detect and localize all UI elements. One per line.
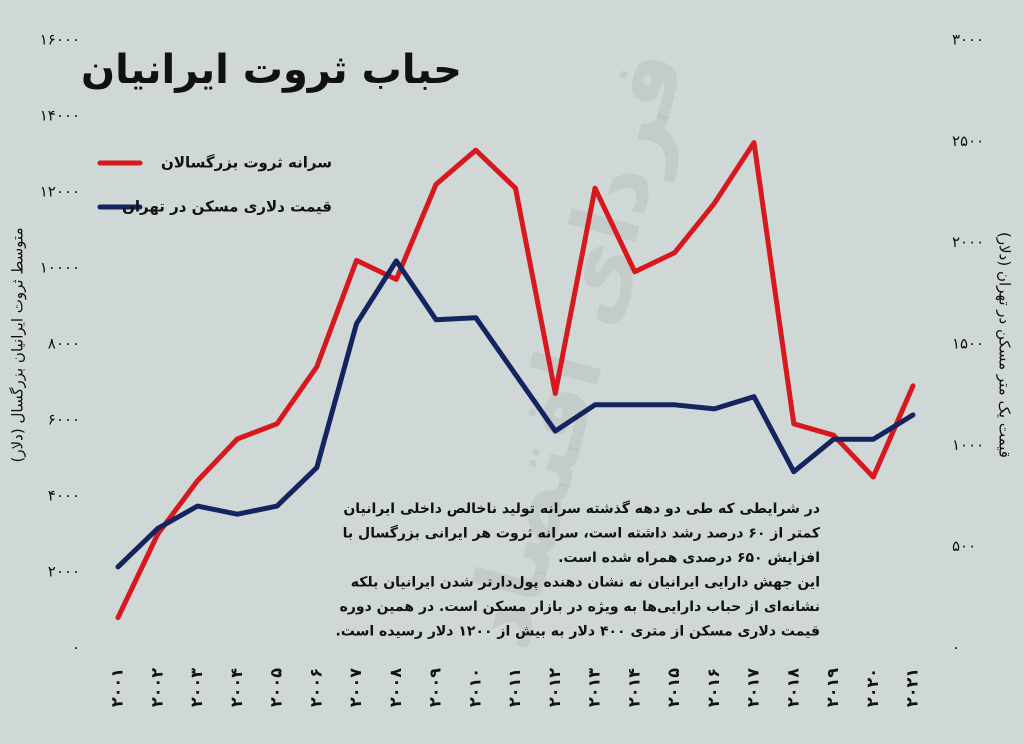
y-tick-label: ۲۰۰۰ — [48, 563, 80, 581]
x-tick-label: ۲۰۰۲ — [147, 668, 166, 707]
x-tick-label: ۲۰۰۳ — [187, 668, 206, 707]
x-tick-label: ۲۰۰۶ — [306, 668, 325, 707]
y-tick-label: ۱۲۰۰۰ — [40, 183, 80, 201]
y2-tick-label: ۵۰۰ — [952, 537, 976, 555]
y-tick-label: ۱۰۰۰۰ — [40, 259, 80, 277]
x-tick-label: ۲۰۱۵ — [664, 668, 683, 707]
x-tick-label: ۲۰۱۰ — [465, 668, 484, 707]
y-tick-label: ۴۰۰۰ — [48, 487, 80, 505]
x-tick-label: ۲۰۱۶ — [704, 668, 723, 707]
x-tick-label: ۲۰۱۳ — [585, 668, 604, 707]
x-tick-label: ۲۰۰۸ — [386, 668, 405, 707]
legend-label: قیمت دلاری مسکن در تهران — [122, 198, 332, 216]
annotation-line: افزایش ۶۵۰ درصدی همراه شده است. — [558, 550, 820, 566]
x-tick-label: ۲۰۱۹ — [823, 668, 842, 707]
y-tick-label: ۰ — [72, 639, 80, 657]
x-tick-label: ۲۰۱۸ — [783, 668, 802, 707]
x-tick-label: ۲۰۱۲ — [545, 668, 564, 707]
y-tick-label: ۶۰۰۰ — [48, 411, 80, 429]
chart-title: حباب ثروت ایرانیان — [81, 47, 462, 93]
annotation-line: کمتر از ۶۰ درصد رشد داشته است، سرانه ثرو… — [343, 525, 821, 542]
x-tick-label: ۲۰۰۹ — [426, 668, 445, 707]
annotation-line: نشانه‌ای از حباب دارایی‌ها به ویژه در با… — [340, 599, 820, 615]
series-line — [115, 140, 916, 621]
x-tick-label: ۲۰۰۵ — [267, 668, 286, 707]
y-tick-label: ۱۴۰۰۰ — [40, 107, 80, 125]
series-line — [115, 258, 916, 570]
y-tick-label: ۱۶۰۰۰ — [40, 31, 80, 49]
x-tick-label: ۲۰۱۷ — [744, 668, 763, 707]
x-tick-label: ۲۰۱۴ — [624, 668, 643, 707]
x-tick-label: ۲۰۲۰ — [863, 668, 882, 707]
y2-tick-label: ۰ — [952, 639, 960, 657]
y2-tick-label: ۲۵۰۰ — [952, 132, 984, 150]
legend-label: سرانه ثروت بزرگسالان — [161, 154, 332, 172]
annotation-line: این جهش دارایی ایرانیان نه نشان دهنده پو… — [351, 575, 820, 591]
x-tick-label: ۲۰۱۱ — [505, 668, 524, 707]
x-tick-label: ۲۰۰۷ — [346, 668, 365, 707]
x-tick-label: ۲۰۰۱ — [108, 668, 127, 707]
y2-tick-label: ۲۰۰۰ — [952, 233, 984, 251]
y2-tick-label: ۳۰۰۰ — [952, 31, 984, 49]
y2-tick-label: ۱۵۰۰ — [952, 335, 984, 353]
annotation-line: قیمت دلاری مسکن از متری ۴۰۰ دلار به بیش … — [335, 624, 820, 640]
annotation-line: در شرایطی که طی دو دهه گذشته سرانه تولید… — [343, 500, 820, 517]
x-tick-label: ۲۰۲۱ — [903, 668, 922, 707]
y-axis-title: متوسط ثروت ایرانیان بزرگسال (دلار) — [9, 228, 27, 463]
x-tick-label: ۲۰۰۴ — [227, 668, 246, 707]
y2-tick-label: ۱۰۰۰ — [952, 436, 984, 454]
y2-axis-title: قیمت یک متر مسکن در تهران (دلار) — [996, 232, 1014, 458]
y-tick-label: ۸۰۰۰ — [48, 335, 80, 353]
